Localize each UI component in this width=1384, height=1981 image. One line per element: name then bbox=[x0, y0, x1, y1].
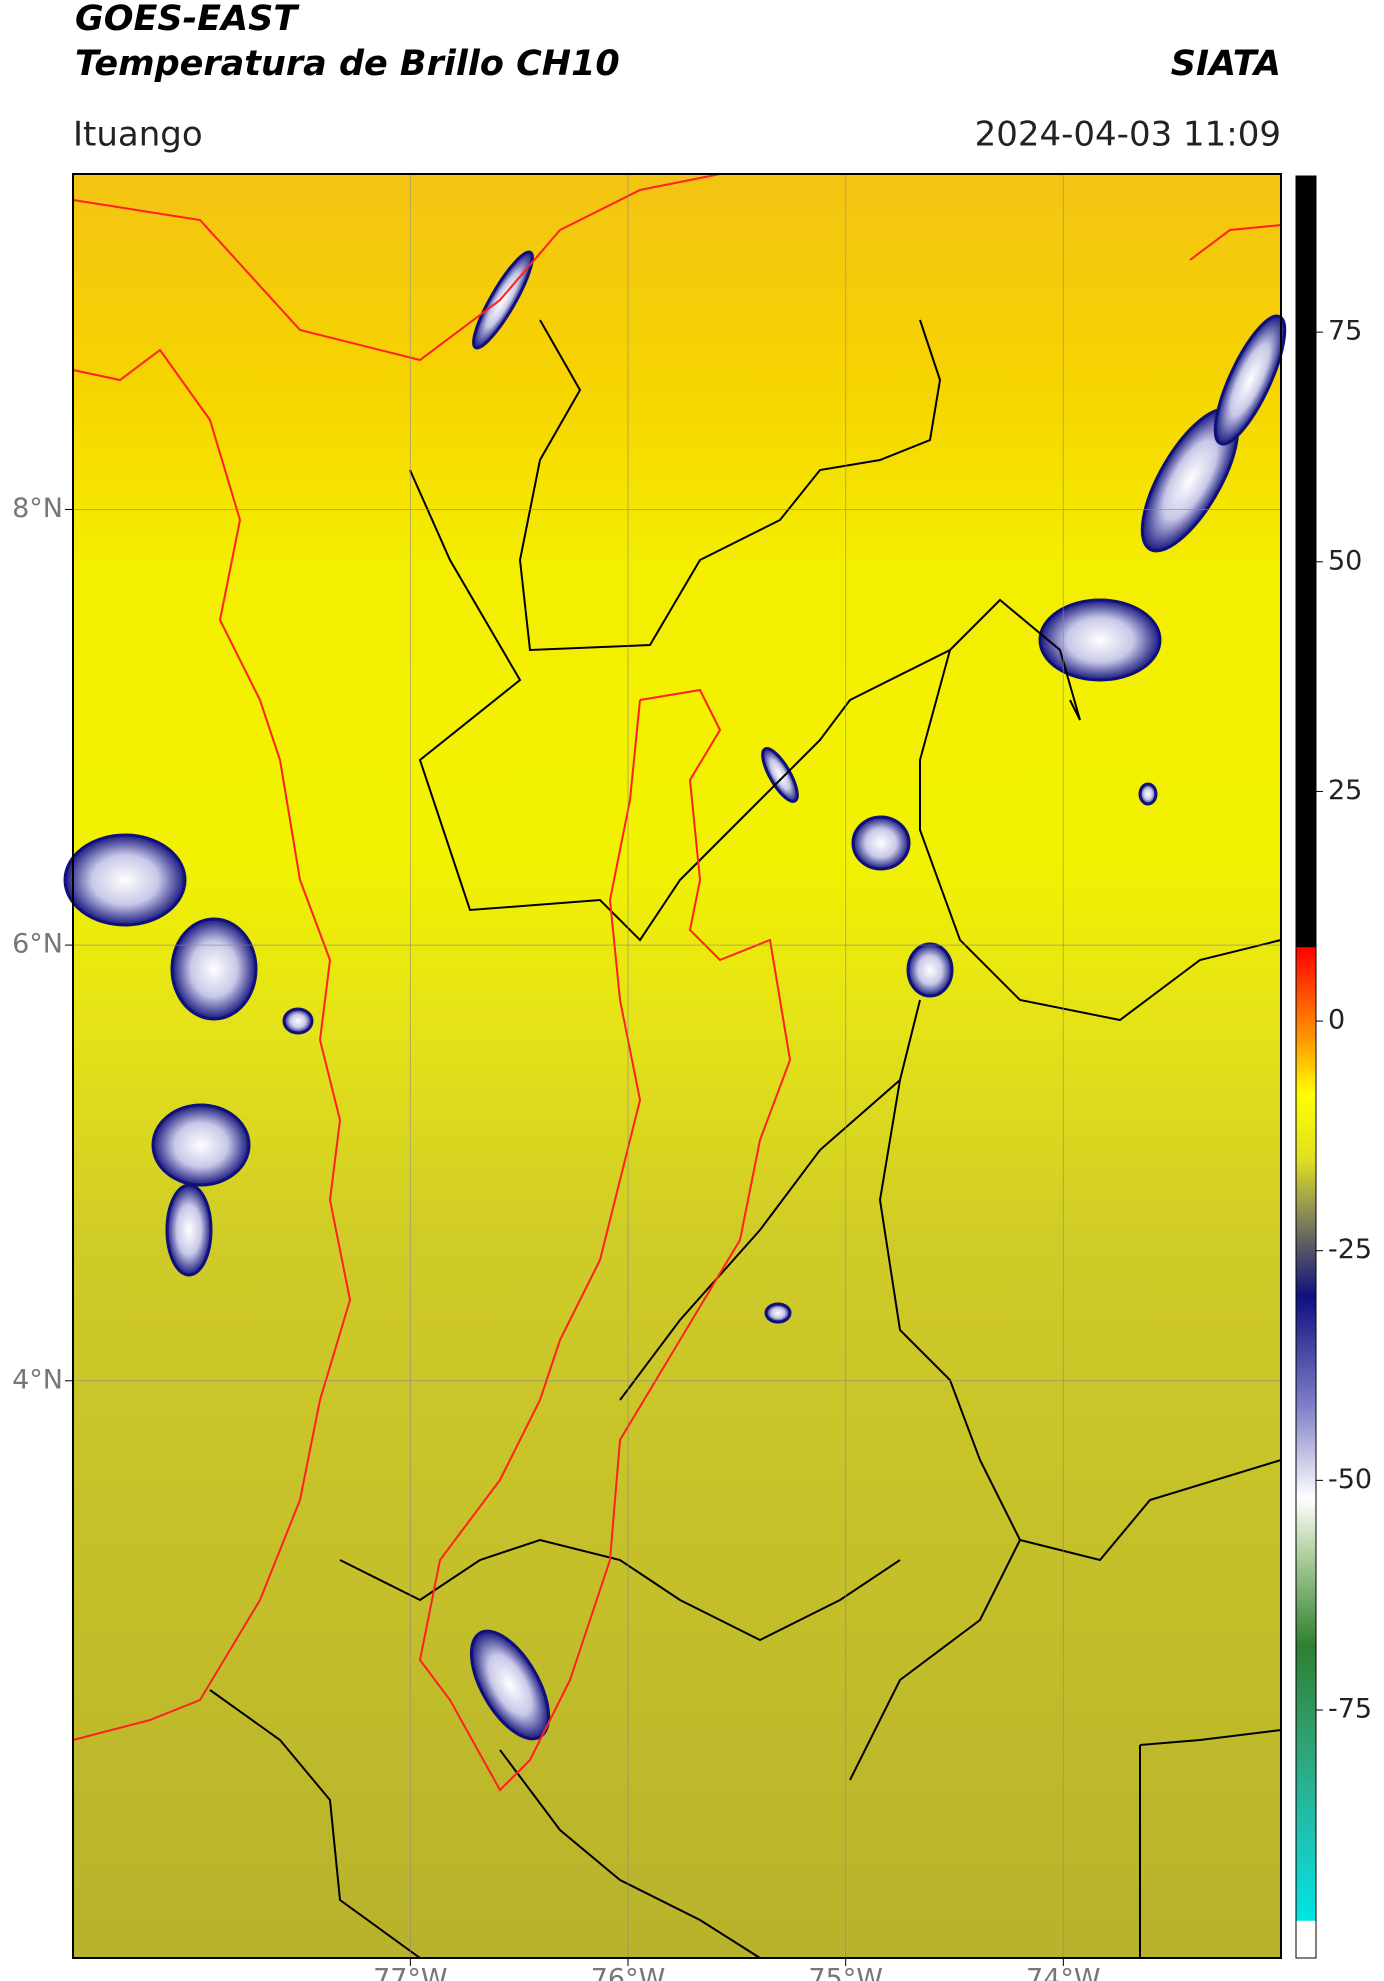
title: GOES-EAST bbox=[75, 0, 300, 39]
y-tick-label: 8°N bbox=[12, 493, 63, 524]
map-frame bbox=[72, 173, 1282, 1959]
y-tick-label: 4°N bbox=[12, 1364, 63, 1395]
colorbar-tick-label: 25 bbox=[1328, 775, 1362, 806]
colorbar-tick-label: 75 bbox=[1328, 316, 1362, 347]
colorbar-tick-label: -50 bbox=[1328, 1464, 1372, 1495]
cloud bbox=[170, 917, 258, 1021]
x-tick-label: 77°W bbox=[373, 1964, 448, 1981]
cloud bbox=[63, 833, 187, 927]
colorbar-tick-label: -75 bbox=[1328, 1693, 1372, 1724]
x-tick-label: 75°W bbox=[808, 1964, 883, 1981]
y-tick-label: 6°N bbox=[12, 929, 63, 960]
border bbox=[409, 469, 1081, 942]
colorbar-tick-label: 50 bbox=[1328, 545, 1362, 576]
cloud bbox=[151, 1103, 251, 1187]
cloud bbox=[1038, 598, 1162, 682]
cloud bbox=[282, 1007, 314, 1035]
border bbox=[878, 999, 1282, 1562]
border bbox=[518, 319, 942, 652]
cloud bbox=[1138, 782, 1158, 806]
cloud bbox=[472, 250, 534, 350]
border bbox=[1139, 1729, 1282, 1746]
x-tick-label: 74°W bbox=[1026, 1964, 1101, 1981]
clouds bbox=[63, 250, 1287, 1741]
colorbar-tick-label: 0 bbox=[1328, 1005, 1345, 1036]
cloud bbox=[1213, 314, 1287, 446]
border bbox=[849, 1539, 1021, 1781]
colorbar-tick-label: -25 bbox=[1328, 1234, 1372, 1265]
border bbox=[619, 1079, 901, 1401]
cloud bbox=[469, 1629, 551, 1741]
border bbox=[339, 1538, 901, 1642]
colorbar: -75 -50 -25 0 25 50 75 bbox=[1295, 175, 1372, 1959]
map-background bbox=[73, 174, 1281, 1958]
coastline bbox=[1189, 224, 1282, 261]
datetime: 2024-04-03 11:09 bbox=[975, 115, 1281, 155]
cloud bbox=[906, 942, 954, 998]
map bbox=[63, 173, 1287, 1959]
border bbox=[209, 1689, 421, 1959]
cloud bbox=[764, 1302, 792, 1324]
admin-borders bbox=[209, 319, 1282, 1959]
subtitle: Temperatura de Brillo CH10 bbox=[75, 44, 620, 84]
source: SIATA bbox=[1171, 44, 1281, 84]
border bbox=[499, 1749, 761, 1959]
border bbox=[919, 649, 1282, 1022]
cloud bbox=[165, 1183, 213, 1277]
location: Ituango bbox=[73, 115, 203, 155]
cloud bbox=[851, 815, 911, 871]
region-outline bbox=[418, 688, 792, 1792]
colorbar-scale bbox=[1295, 175, 1317, 1959]
coastline bbox=[72, 348, 352, 1741]
x-tick-label: 76°W bbox=[591, 1964, 666, 1981]
coastline bbox=[72, 173, 721, 362]
grid bbox=[73, 174, 1281, 1958]
red-borders bbox=[72, 173, 1282, 1792]
